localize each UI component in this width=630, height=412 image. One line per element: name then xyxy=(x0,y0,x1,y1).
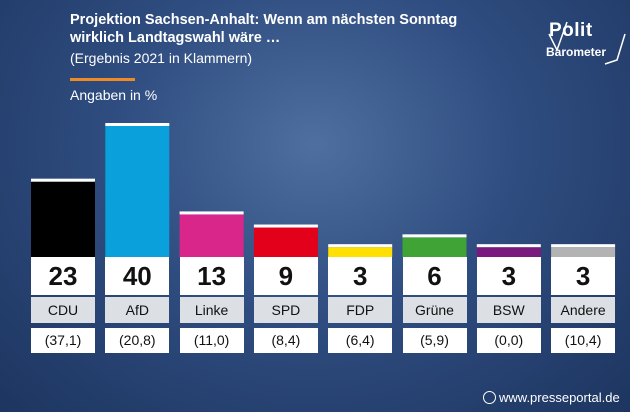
value-label-bsw: 3 xyxy=(476,257,541,295)
previous-result-bsw: (0,0) xyxy=(476,328,541,353)
value-label-linke: 13 xyxy=(179,257,244,295)
bar-cap-cdu xyxy=(31,178,95,182)
previous-result-spd: (8,4) xyxy=(253,328,318,353)
previous-result-linke: (11,0) xyxy=(179,328,244,353)
value-label-andere: 3 xyxy=(551,257,616,295)
check-mark-icon xyxy=(548,21,626,65)
bar-cap-afd xyxy=(105,123,170,126)
bar-cap-spd xyxy=(253,224,318,228)
value-label-cdu: 23 xyxy=(31,257,95,295)
title-line-1: Projektion Sachsen-Anhalt: Wenn am nächs… xyxy=(70,12,458,28)
value-label-spd: 9 xyxy=(253,257,318,295)
logo-text-bottom: Barometer xyxy=(546,45,607,59)
previous-result-andere: (10,4) xyxy=(551,328,616,353)
bar-cdu xyxy=(31,181,95,257)
category-label-cdu: CDU xyxy=(31,297,95,323)
previous-result-grüne: (5,9) xyxy=(402,328,467,353)
bar-linke xyxy=(179,214,244,257)
category-label-afd: AfD xyxy=(105,297,170,323)
previous-result-cdu: (37,1) xyxy=(31,328,95,353)
category-label-fdp: FDP xyxy=(328,297,393,323)
bar-cap-andere xyxy=(551,244,616,248)
bar-andere xyxy=(551,247,616,257)
credit-text: www.presseportal.de xyxy=(483,390,620,405)
value-label-fdp: 3 xyxy=(328,257,393,295)
bar-cap-fdp xyxy=(328,244,393,248)
category-label-spd: SPD xyxy=(253,297,318,323)
chart-subtitle: (Ergebnis 2021 in Klammern) xyxy=(70,50,253,66)
category-label-grüne: Grüne xyxy=(402,297,467,323)
bar-cap-bsw xyxy=(476,244,541,248)
bar-fdp xyxy=(328,247,393,257)
bar-bsw xyxy=(476,247,541,257)
politbarometer-logo: Polit Barometer xyxy=(545,20,627,68)
category-label-bsw: BSW xyxy=(476,297,541,323)
category-label-andere: Andere xyxy=(551,297,616,323)
value-label-grüne: 6 xyxy=(402,257,467,295)
logo-text-top: Polit xyxy=(549,20,593,41)
title-line-2: wirklich Landtagswahl wäre … xyxy=(70,30,281,46)
copyright-icon xyxy=(483,391,496,404)
previous-result-fdp: (6,4) xyxy=(328,328,393,353)
credit-url: www.presseportal.de xyxy=(499,390,620,405)
bar-cap-grüne xyxy=(402,234,467,238)
previous-result-afd: (20,8) xyxy=(105,328,170,353)
bar-afd xyxy=(105,126,170,257)
chart-title: Projektion Sachsen-Anhalt: Wenn am nächs… xyxy=(70,11,540,47)
bar-cap-linke xyxy=(179,211,244,215)
category-label-linke: Linke xyxy=(179,297,244,323)
value-label-afd: 40 xyxy=(105,257,170,295)
accent-bar xyxy=(70,78,135,81)
bar-spd xyxy=(253,227,318,257)
units-label: Angaben in % xyxy=(70,87,158,103)
bar-grüne xyxy=(402,237,467,257)
